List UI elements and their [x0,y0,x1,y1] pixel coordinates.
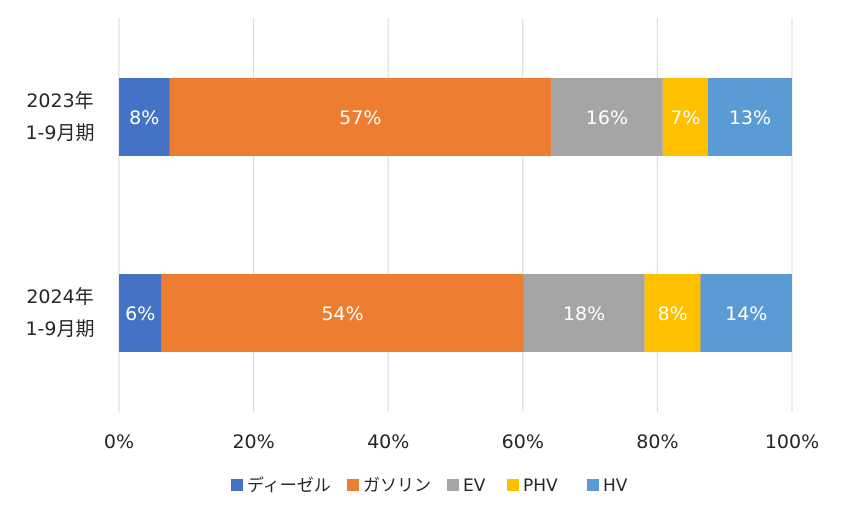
x-tick-label: 40% [367,431,409,453]
gridlines [118,18,793,412]
data-label: 13% [729,107,771,129]
data-label: 16% [586,107,628,129]
y-category-label: 2023年 [26,90,93,112]
bar-segment [161,274,524,352]
bar-segment [119,274,162,352]
legend-label: PHV [523,476,558,496]
legend-swatch [587,479,599,491]
bar-segment [644,274,701,352]
y-category-label: 2024年 [26,286,93,308]
bar-segment [551,78,663,156]
x-tick-label: 20% [232,431,274,453]
y-axis: 2023年 1-9月期 2024年 1-9月期 [25,90,94,340]
data-label: 7% [670,107,700,129]
bar-segment [662,78,708,156]
data-label: 18% [563,303,605,325]
legend-swatch [231,479,243,491]
bar-segment [700,274,792,352]
legend-label: HV [603,476,628,496]
data-label: 54% [321,303,363,325]
x-tick-label: 80% [636,431,678,453]
bar-segment [707,78,792,156]
y-category-label: 1-9月期 [25,122,94,144]
legend-swatch [507,479,519,491]
data-label: 8% [129,107,159,129]
bars: 8% 57% 16% 7% 13% 6% 54% 18% 8% 14% [119,78,792,352]
bar-segment [169,78,552,156]
bar-segment [523,274,645,352]
legend-swatch [347,479,359,491]
legend-label: EV [463,476,486,496]
x-tick-label: 0% [104,431,134,453]
x-tick-label: 60% [502,431,544,453]
bar-segment [119,78,170,156]
x-axis: 0% 20% 40% 60% 80% 100% [104,431,819,453]
y-category-label: 1-9月期 [25,318,94,340]
legend-label: ガソリン [363,476,431,496]
data-label: 57% [339,107,381,129]
x-tick-label: 100% [765,431,819,453]
legend-label: ディーゼル [247,475,331,496]
data-label: 8% [657,303,687,325]
data-label: 14% [725,303,767,325]
legend: ディーゼル ガソリン EV PHV HV [231,475,628,496]
legend-swatch [447,479,459,491]
data-label: 6% [125,303,155,325]
